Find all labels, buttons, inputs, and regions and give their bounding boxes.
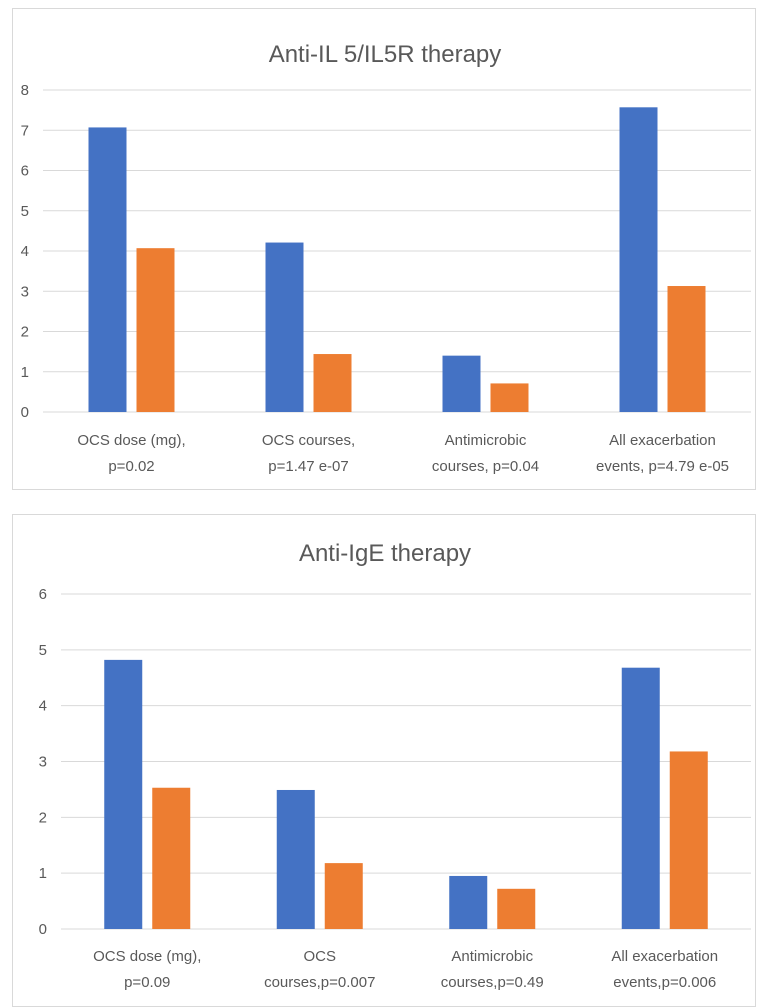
y-tick-label-3: 3	[21, 283, 29, 300]
y-tick-label-6: 6	[21, 163, 29, 180]
bar-series1-cat3	[442, 355, 481, 412]
bar-series1-cat3	[449, 875, 488, 929]
chart-panel-anti-il5: Anti-IL 5/IL5R therapy 0 1 2 3 4 5 6 7 8 OCS dose …	[12, 8, 756, 490]
category-label-4-line-2: events, p=4.79 e-05	[596, 458, 729, 475]
category-label-2-line-2: p=1.47 e-07	[268, 458, 349, 475]
bar-series1-cat2	[265, 242, 304, 412]
y-tick-label-2: 2	[39, 809, 47, 826]
y-tick-label-5: 5	[39, 642, 47, 659]
bar-series2-cat1	[152, 787, 191, 929]
category-label-2-line-1: OCS courses,	[262, 432, 355, 449]
category-label-1-line-1: OCS dose (mg),	[77, 432, 185, 449]
y-tick-label-8: 8	[21, 82, 29, 99]
bar-series1-cat2	[276, 789, 315, 929]
y-tick-label-0: 0	[39, 921, 47, 938]
y-tick-label-5: 5	[21, 203, 29, 220]
category-label-3-line-2: courses, p=0.04	[432, 458, 539, 475]
category-label-4-line-1: All exacerbation	[611, 948, 718, 965]
y-tick-label-6: 6	[39, 586, 47, 603]
category-label-4-line-2: events,p=0.006	[613, 974, 716, 991]
category-label-1-line-1: OCS dose (mg),	[93, 948, 201, 965]
chart-anti-il5: Anti-IL 5/IL5R therapy 0 1 2 3 4 5 6 7 8 OCS dose …	[21, 41, 751, 475]
bar-series1-cat4	[621, 667, 660, 929]
bar-series2-cat2	[313, 354, 352, 412]
category-label-2-line-1: OCS	[303, 948, 336, 965]
bar-series1-cat4	[619, 107, 658, 413]
bar-series2-cat3	[497, 888, 536, 929]
bar-series2-cat4	[667, 286, 706, 412]
y-tick-label-4: 4	[21, 243, 29, 260]
y-tick-label-7: 7	[21, 122, 29, 139]
y-tick-label-0: 0	[21, 404, 29, 421]
category-label-2-line-2: courses,p=0.007	[264, 974, 375, 991]
chart-anti-ige: Anti-IgE therapy 0 1 2 3 4 5 6 OCS dose (mg), p=0…	[39, 540, 751, 991]
bar-series1-cat1	[104, 659, 143, 929]
category-label-3-line-2: courses,p=0.49	[441, 974, 544, 991]
chart-title: Anti-IL 5/IL5R therapy	[269, 41, 502, 68]
y-tick-label-4: 4	[39, 698, 47, 715]
y-tick-label-3: 3	[39, 754, 47, 771]
category-label-3-line-1: Antimicrobic	[445, 432, 527, 449]
y-tick-label-1: 1	[39, 865, 47, 882]
category-label-1-line-2: p=0.02	[108, 458, 154, 475]
bar-series2-cat2	[324, 863, 363, 929]
y-tick-label-2: 2	[21, 324, 29, 341]
chart-title: Anti-IgE therapy	[299, 540, 471, 567]
chart-panel-anti-ige: Anti-IgE therapy 0 1 2 3 4 5 6 OCS dose (mg), p=0…	[12, 514, 756, 1007]
bar-series2-cat3	[490, 383, 529, 412]
bar-series1-cat1	[88, 127, 127, 413]
bar-series2-cat4	[669, 751, 708, 929]
category-label-4-line-1: All exacerbation	[609, 432, 716, 449]
bar-series2-cat1	[136, 248, 175, 412]
category-label-1-line-2: p=0.09	[124, 974, 170, 991]
category-label-3-line-1: Antimicrobic	[451, 948, 533, 965]
y-tick-label-1: 1	[21, 364, 29, 381]
